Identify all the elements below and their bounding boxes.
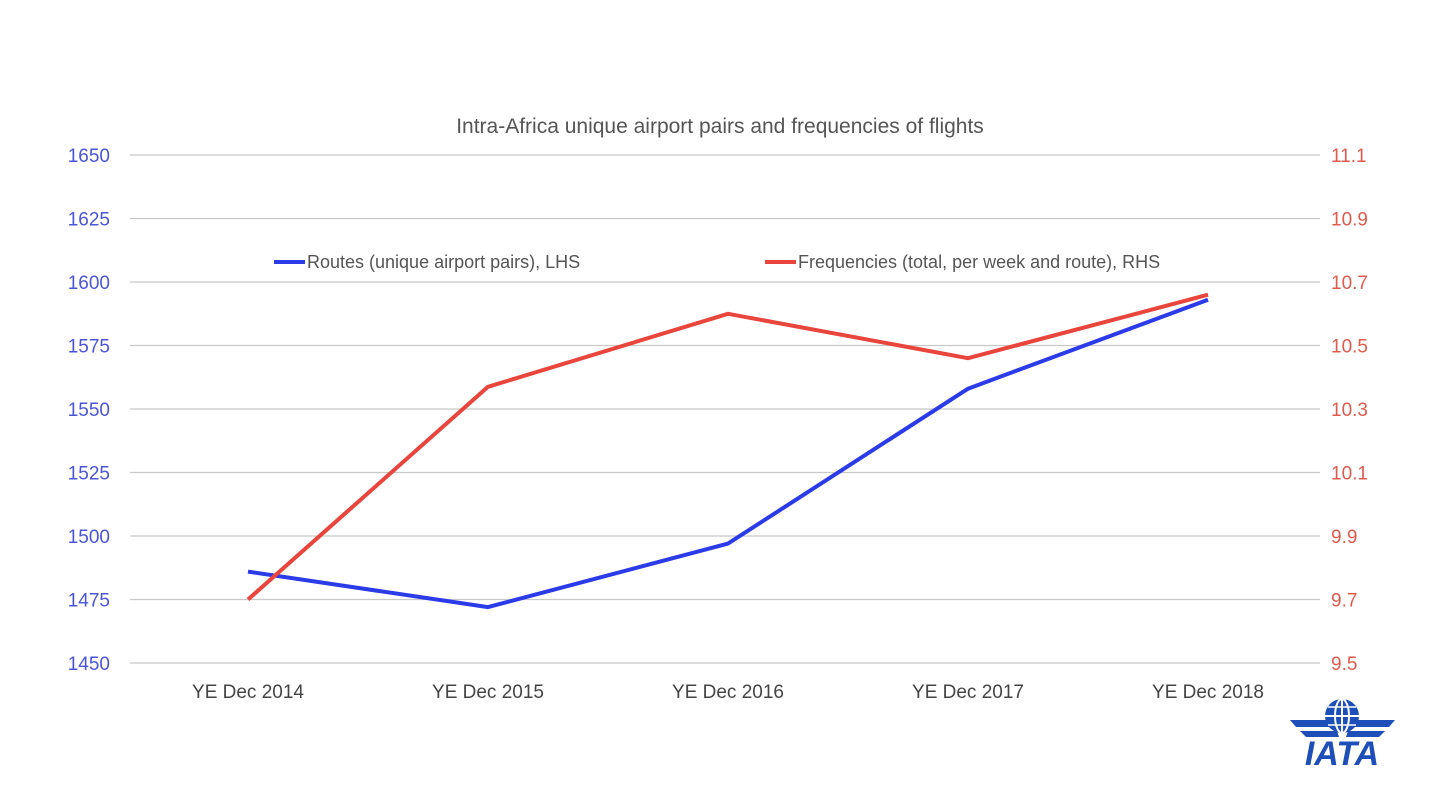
x-tick-label: YE Dec 2017 xyxy=(912,682,1024,703)
x-tick-label: YE Dec 2016 xyxy=(672,682,784,703)
iata-globe-wings-icon xyxy=(1290,698,1395,737)
left-tick-label: 1575 xyxy=(68,337,110,358)
series-line-frequencies xyxy=(246,292,1209,601)
right-tick-label: 9.9 xyxy=(1331,527,1357,548)
right-axis-ticks: 11.1 10.9 10.7 10.5 10.3 10.1 9.9 9.7 9.5 xyxy=(1331,146,1368,675)
left-tick-label: 1600 xyxy=(68,273,110,294)
chart-title: Intra-Africa unique airport pairs and fr… xyxy=(456,115,984,138)
legend: Routes (unique airport pairs), LHS Freque… xyxy=(274,252,1160,272)
left-tick-label: 1550 xyxy=(68,400,110,421)
right-tick-label: 10.7 xyxy=(1331,273,1368,294)
left-tick-label: 1650 xyxy=(68,146,110,167)
left-tick-label: 1475 xyxy=(68,591,110,612)
iata-logo: IATA xyxy=(1290,698,1395,773)
left-tick-label: 1525 xyxy=(68,464,110,485)
x-tick-label: YE Dec 2018 xyxy=(1152,682,1264,703)
right-tick-label: 9.5 xyxy=(1331,654,1357,675)
right-tick-label: 10.1 xyxy=(1331,464,1368,485)
legend-label: Frequencies (total, per week and route),… xyxy=(798,252,1160,272)
series-line-routes xyxy=(247,297,1209,610)
x-tick-label: YE Dec 2015 xyxy=(432,682,544,703)
legend-label: Routes (unique airport pairs), LHS xyxy=(307,252,580,272)
right-tick-label: 11.1 xyxy=(1331,146,1367,167)
left-tick-label: 1500 xyxy=(68,527,110,548)
right-tick-label: 10.9 xyxy=(1331,210,1368,231)
iata-logo-text: IATA xyxy=(1305,735,1379,773)
grid-lines xyxy=(130,154,1320,664)
left-tick-label: 1450 xyxy=(68,654,110,675)
right-tick-label: 10.5 xyxy=(1331,337,1368,358)
x-axis-ticks: YE Dec 2014 YE Dec 2015 YE Dec 2016 YE Dec … xyxy=(192,682,1264,703)
left-axis-ticks: 1650 1625 1600 1575 1550 1525 1500 1475 1450 xyxy=(68,146,110,675)
right-tick-label: 9.7 xyxy=(1331,591,1357,612)
left-tick-label: 1625 xyxy=(68,210,110,231)
series-lines xyxy=(246,292,1209,610)
x-tick-label: YE Dec 2014 xyxy=(192,682,304,703)
right-tick-label: 10.3 xyxy=(1331,400,1368,421)
